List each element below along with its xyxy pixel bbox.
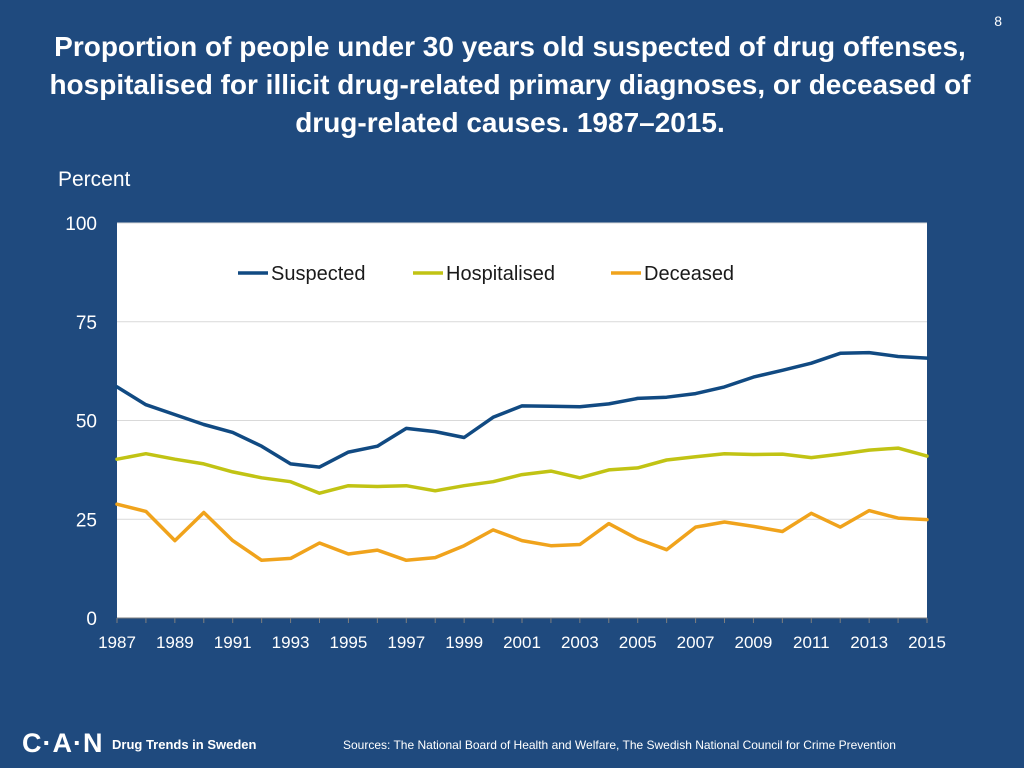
y-tick-label: 100 — [65, 214, 97, 235]
series-line-deceased — [115, 502, 929, 563]
x-tick-label: 1999 — [445, 633, 483, 652]
x-tick-label: 1989 — [156, 633, 194, 652]
legend-label-deceased: Deceased — [644, 263, 734, 285]
x-tick-label: 1995 — [330, 633, 368, 652]
footer-sources: Sources: The National Board of Health an… — [343, 738, 896, 752]
y-tick-label: 75 — [76, 313, 97, 334]
x-tick-label: 1987 — [98, 633, 136, 652]
slide-number: 8 — [994, 13, 1002, 29]
series-line-hospitalised — [115, 446, 929, 495]
can-logo: C·A·N — [22, 728, 104, 758]
y-tick-label: 0 — [86, 609, 97, 630]
x-tick-label: 1991 — [214, 633, 252, 652]
y-tick-label: 50 — [76, 412, 97, 433]
x-tick-label: 2015 — [908, 633, 946, 652]
x-tick-label: 1997 — [387, 633, 425, 652]
x-tick-label: 2011 — [793, 633, 830, 652]
x-tick-label: 1993 — [272, 633, 310, 652]
chart-title: Proportion of people under 30 years old … — [49, 31, 971, 138]
x-tick-label: 2001 — [503, 633, 541, 652]
x-tick-label: 2003 — [561, 633, 599, 652]
x-tick-label: 2009 — [735, 633, 773, 652]
legend-label-hospitalised: Hospitalised — [446, 263, 555, 285]
legend-label-suspected: Suspected — [271, 263, 366, 285]
x-tick-label: 2013 — [850, 633, 888, 652]
x-tick-label: 2007 — [677, 633, 715, 652]
x-tick-label: 2005 — [619, 633, 657, 652]
y-tick-label: 25 — [76, 510, 97, 531]
series-line-suspected — [115, 350, 929, 469]
footer-tagline: Drug Trends in Sweden — [112, 737, 257, 752]
y-axis-label: Percent — [58, 168, 131, 191]
